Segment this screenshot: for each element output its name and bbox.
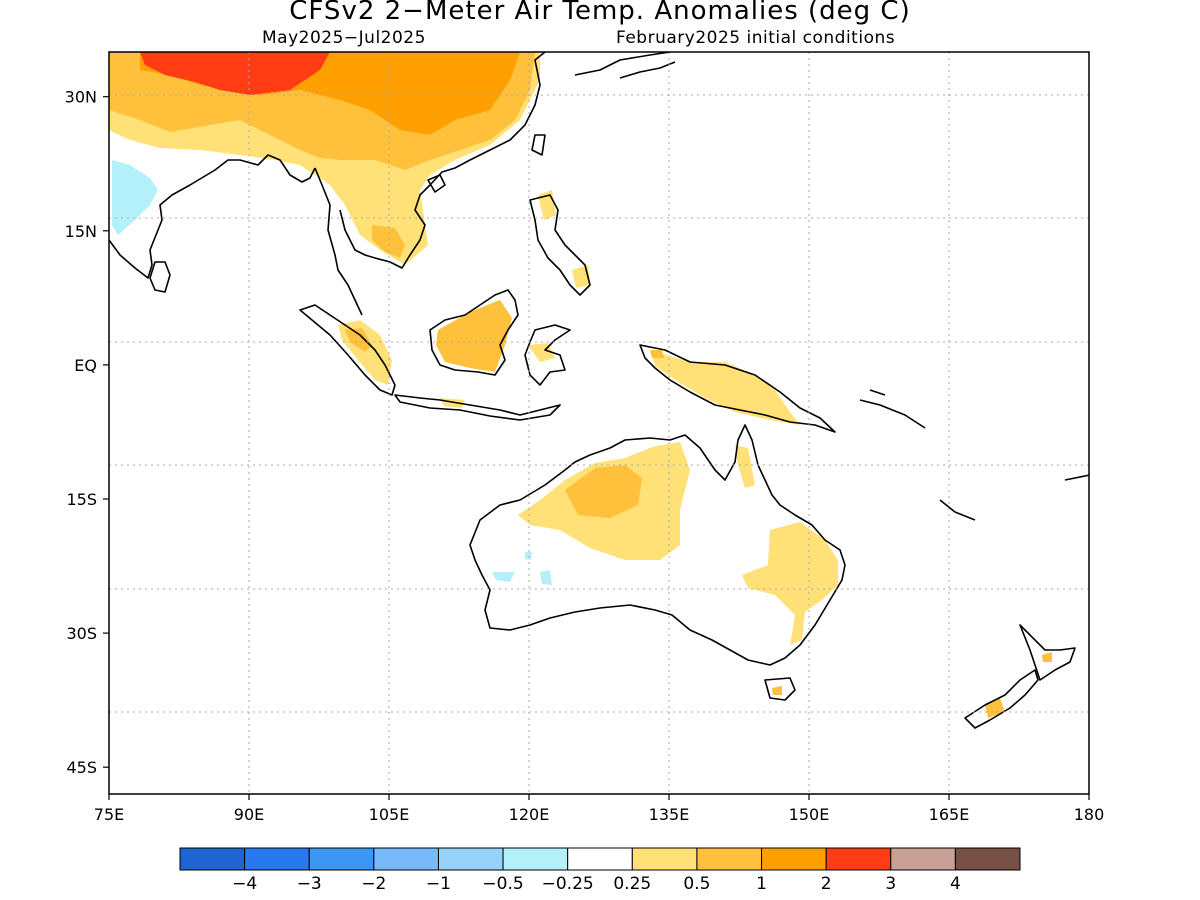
- colorbar-label: 3: [885, 874, 896, 894]
- colorbar-swatch: [179, 847, 246, 871]
- colorbar-swatch: [696, 847, 763, 871]
- coast-india: [109, 154, 316, 279]
- coast-hainan: [427, 174, 446, 193]
- coast-java: [394, 394, 561, 421]
- latitude-axis: 30N 15N EQ 15S 30S 45S: [65, 88, 109, 777]
- colorbar-label: 2: [821, 874, 832, 894]
- lon-tick-label: 105E: [369, 805, 410, 824]
- colorbar-label: 1: [756, 874, 767, 894]
- lon-tick-label: 165E: [929, 805, 970, 824]
- coast-australia: [469, 424, 846, 666]
- lon-tick-label: 180: [1074, 805, 1105, 824]
- coast-newguinea: [639, 344, 836, 433]
- anomaly-newguinea: [650, 350, 800, 425]
- coast-nz-north: [1019, 624, 1076, 681]
- lon-tick-label: 135E: [649, 805, 690, 824]
- anomaly-newguinea-1: [650, 350, 664, 358]
- forecast-period: May2025−Jul2025: [262, 28, 426, 48]
- colorbar-swatch: [244, 847, 310, 871]
- lat-tick-label: 45S: [66, 758, 97, 777]
- coast-nz-south: [964, 669, 1039, 729]
- anomaly-tasmania: [772, 686, 782, 695]
- map-frame: [108, 51, 1090, 795]
- anomaly-india-cool: [112, 160, 158, 235]
- coast-vanuatu-fiji: [939, 474, 1089, 521]
- anomaly-wa-cool-2: [540, 570, 552, 585]
- coast-philippines: [529, 194, 591, 296]
- anomaly-nz-north: [1042, 652, 1052, 662]
- colorbar-swatch: [567, 847, 633, 871]
- coast-japan: [574, 52, 676, 79]
- colorbar-swatch: [437, 847, 504, 871]
- gridlines: [109, 52, 1089, 794]
- anomaly-mindanao: [572, 265, 590, 288]
- colorbar-swatch: [890, 847, 956, 871]
- anomaly-sumatra-1: [345, 328, 372, 352]
- initial-conditions: February2025 initial conditions: [616, 28, 896, 48]
- coast-sumatra: [299, 304, 396, 396]
- coast-borneo: [429, 289, 519, 376]
- coast-taiwan: [531, 134, 546, 156]
- coastlines: [109, 52, 1089, 729]
- colorbar-label: −4: [232, 874, 257, 894]
- longitude-axis: 75E 90E 105E 120E 135E 150E 165E 180: [94, 794, 1105, 824]
- lat-tick-label: 15S: [66, 490, 97, 509]
- anomaly-indochina-1: [372, 225, 405, 258]
- chart-title: CFSv2 2−Meter Air Temp. Anomalies (deg C…: [289, 0, 911, 26]
- lon-tick-label: 90E: [234, 805, 264, 824]
- coast-solomons: [859, 389, 926, 429]
- lon-tick-label: 120E: [509, 805, 550, 824]
- colorbar-label: −0.25: [542, 874, 594, 894]
- colorbar-swatch: [502, 847, 569, 871]
- coast-indochina: [314, 52, 546, 316]
- colorbar-swatch: [631, 847, 698, 871]
- colorbar-swatch: [954, 847, 1021, 871]
- lon-tick-label: 75E: [94, 805, 124, 824]
- anomaly-cape-york: [735, 445, 755, 488]
- colorbar-label: 0.25: [613, 874, 651, 894]
- colorbar-label: 0.5: [683, 874, 710, 894]
- lat-tick-label: 15N: [65, 222, 97, 241]
- lon-tick-label: 150E: [789, 805, 830, 824]
- colorbar-label: −0.5: [482, 874, 523, 894]
- anomaly-nw-australia-1: [565, 465, 642, 518]
- coast-srilanka: [149, 261, 171, 293]
- anomaly-east-australia: [742, 522, 838, 645]
- anomaly-shading: [109, 52, 1052, 718]
- colorbar-label: −2: [361, 874, 386, 894]
- colorbar: −4 −3 −2 −1 −0.5 −0.25 0.25 0.5 1 2 3 4: [179, 847, 1021, 894]
- colorbar-swatch: [761, 847, 827, 871]
- colorbar-label: −3: [297, 874, 322, 894]
- anomaly-tibet-3: [140, 52, 330, 95]
- colorbar-label: 4: [950, 874, 961, 894]
- anomaly-borneo: [436, 300, 512, 372]
- coast-sulawesi: [524, 324, 571, 386]
- lat-tick-label: EQ: [74, 356, 97, 375]
- colorbar-swatch: [825, 847, 892, 871]
- anomaly-wa-cool-1: [492, 572, 515, 582]
- anomaly-luzon: [538, 190, 556, 220]
- colorbar-swatch: [308, 847, 375, 871]
- anomaly-newzealand: [985, 698, 1005, 718]
- coast-tasmania: [764, 677, 796, 701]
- lat-tick-label: 30S: [66, 624, 97, 643]
- colorbar-label: −1: [426, 874, 451, 894]
- colorbar-swatch: [373, 847, 439, 871]
- lat-tick-label: 30N: [65, 88, 97, 107]
